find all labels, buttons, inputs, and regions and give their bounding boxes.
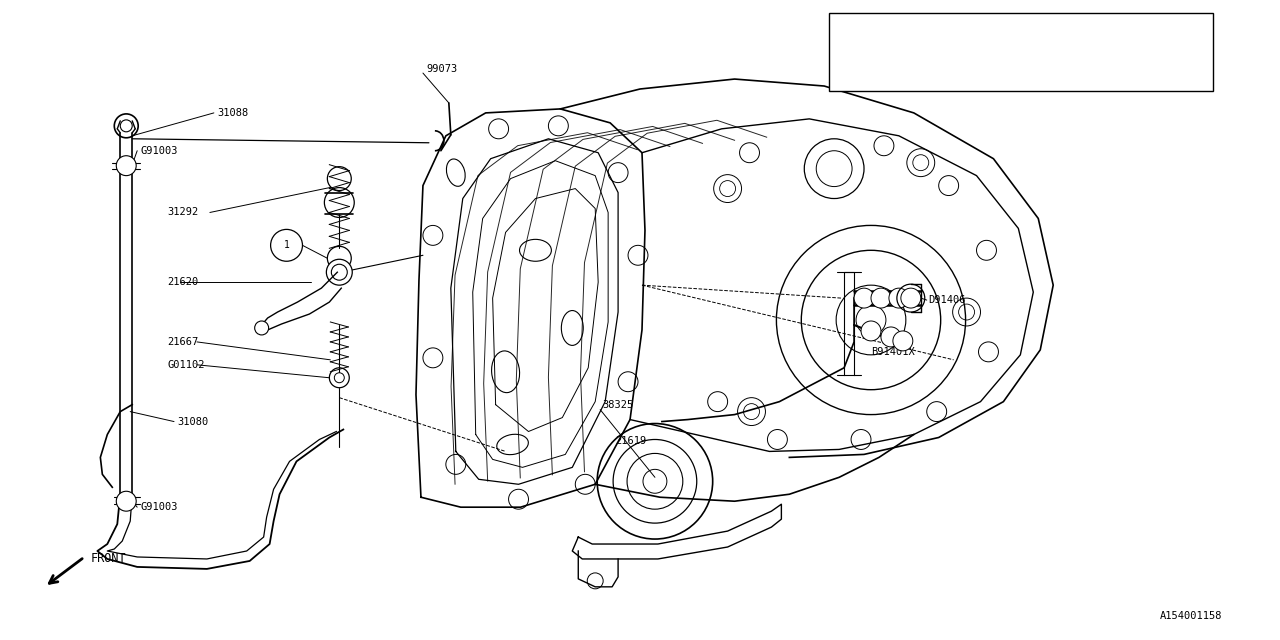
Circle shape	[854, 288, 874, 308]
Text: 31080: 31080	[177, 417, 209, 426]
Circle shape	[870, 288, 891, 308]
Text: 037016200(2): 037016200(2)	[877, 28, 952, 38]
Text: G91003: G91003	[141, 502, 178, 512]
Circle shape	[326, 259, 352, 285]
Text: 1: 1	[847, 47, 852, 57]
Text: 1: 1	[284, 241, 289, 250]
Circle shape	[861, 321, 881, 341]
Circle shape	[888, 288, 909, 308]
Text: B91401X: B91401X	[870, 347, 915, 357]
Circle shape	[901, 288, 920, 308]
Bar	[829, 13, 1212, 91]
Text: ⟨9811-     ⟩: ⟨9811- ⟩	[1038, 67, 1114, 77]
Text: 21667: 21667	[168, 337, 198, 347]
Circle shape	[893, 331, 913, 351]
Circle shape	[116, 156, 136, 175]
Text: G91003: G91003	[141, 146, 178, 156]
Circle shape	[116, 492, 136, 511]
Text: D91406: D91406	[929, 295, 966, 305]
Text: ⟨9807-9810⟩: ⟨9807-9810⟩	[1038, 28, 1107, 38]
Circle shape	[255, 321, 269, 335]
Text: 21620: 21620	[168, 277, 198, 287]
Circle shape	[881, 327, 901, 347]
Text: G01102: G01102	[168, 360, 205, 370]
Text: 21619: 21619	[616, 436, 646, 447]
Text: 38325: 38325	[602, 399, 634, 410]
Text: 99073: 99073	[426, 64, 457, 74]
Circle shape	[328, 166, 351, 191]
Text: D91607: D91607	[877, 67, 914, 77]
Text: 31088: 31088	[216, 108, 248, 118]
Text: A154001158: A154001158	[1160, 611, 1222, 621]
Text: 31292: 31292	[168, 207, 198, 218]
Text: FRONT: FRONT	[91, 552, 125, 566]
